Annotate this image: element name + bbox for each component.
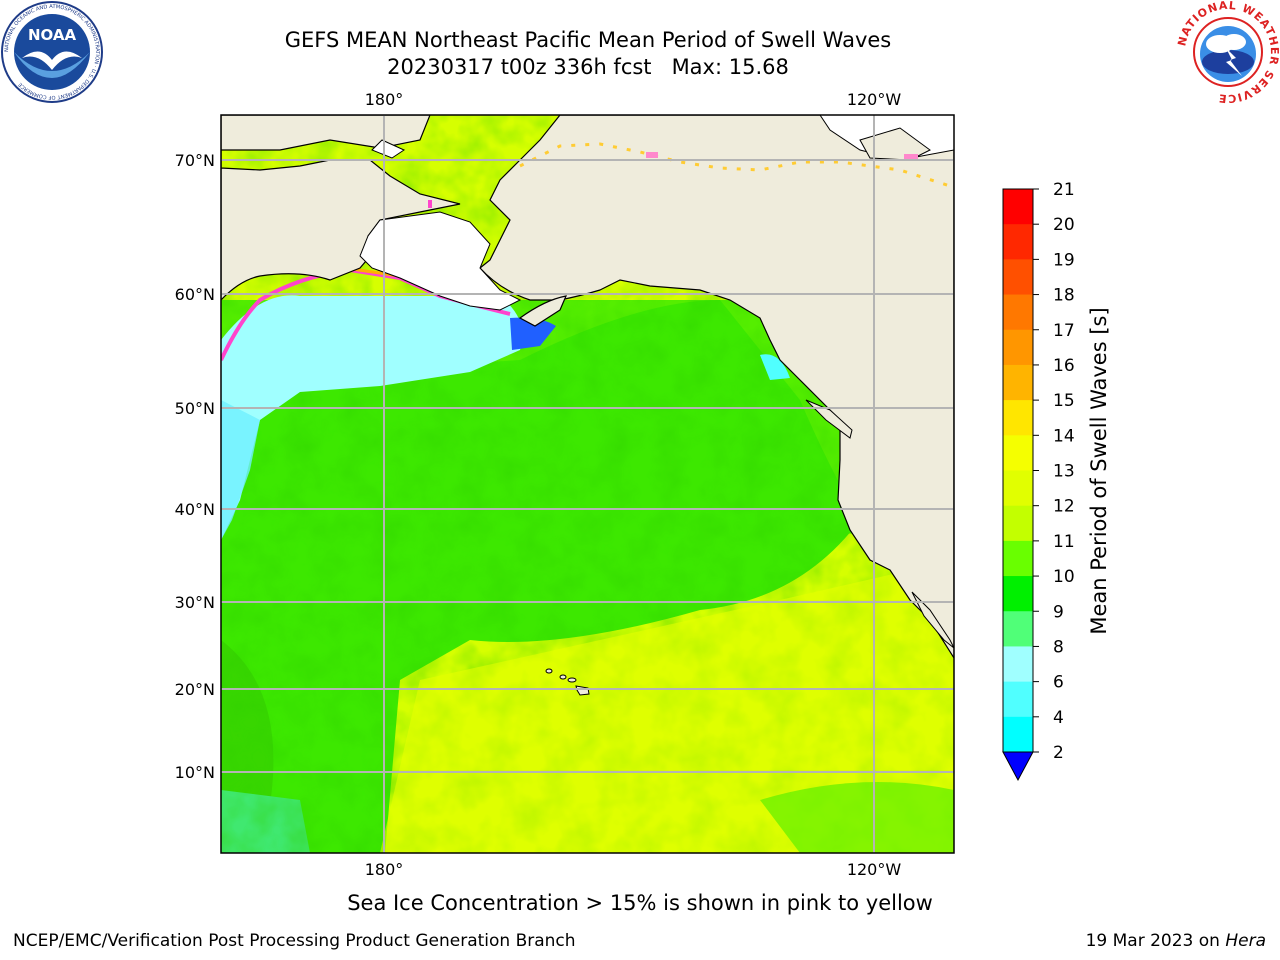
colorbar-tick-label: 9 (1053, 602, 1064, 622)
date-text: 19 Mar 2023 on (1085, 931, 1220, 951)
colorbar-tick-label: 10 (1053, 567, 1075, 587)
top-lon-label: 180° (365, 90, 404, 109)
graticule (221, 115, 954, 853)
nws-logo: NATIONAL WEATHER SERVICE (1176, 0, 1280, 104)
lat-label: 40°N (175, 500, 215, 519)
colorbar-tick-label: 21 (1053, 180, 1075, 200)
colorbar-tick-label: 2 (1053, 743, 1064, 763)
lat-label: 60°N (175, 285, 215, 304)
bottom-lon-label: 120°W (847, 860, 902, 879)
colorbar-band (1003, 646, 1033, 683)
colorbar-tick-label: 19 (1053, 250, 1075, 270)
lat-label: 70°N (175, 151, 215, 170)
map-plot-area (221, 115, 954, 853)
colorbar-band (1003, 329, 1033, 366)
colorbar-title: Mean Period of Swell Waves [s] (1087, 307, 1111, 634)
lat-label: 50°N (175, 399, 215, 418)
date-credit: 19 Mar 2023 on Hera (1086, 931, 1266, 951)
colorbar-tick-label: 4 (1053, 708, 1064, 728)
colorbar-band (1003, 364, 1033, 401)
noaa-logo: NOAA NATIONAL OCEANIC AND ATMOSPHERIC AD… (1, 1, 103, 103)
credit-text: NCEP/EMC/Verification Post Processing Pr… (13, 931, 576, 951)
svg-text:NOAA: NOAA (28, 26, 77, 44)
colorbar-band (1003, 189, 1033, 225)
colorbar-band (1003, 505, 1033, 542)
colorbar-band (1003, 259, 1033, 296)
colorbar-tick-label: 18 (1053, 286, 1075, 306)
colorbar-band (1003, 611, 1033, 647)
colorbar-band (1003, 540, 1033, 577)
top-lon-label: 120°W (847, 90, 902, 109)
swell-field-cyan (221, 295, 523, 540)
sea-ice-caption: Sea Ice Concentration > 15% is shown in … (347, 891, 933, 915)
colorbar-band (1003, 224, 1033, 260)
swell-field-blue (510, 317, 556, 350)
land-masses (221, 115, 954, 660)
lat-label: 10°N (175, 763, 215, 782)
machine-name: Hera (1225, 931, 1266, 951)
colorbar-tick-label: 11 (1053, 532, 1075, 552)
colorbar-band (1003, 400, 1033, 436)
colorbar-tick-label: 15 (1053, 391, 1075, 411)
colorbar-tick-label: 12 (1053, 497, 1075, 517)
colorbar: 21 20 19 18 17 16 15 14 13 12 11 10 9 8 6 4 2 (1002, 180, 1075, 782)
colorbar-tick-label: 6 (1053, 673, 1064, 693)
colorbar-band (1003, 576, 1033, 612)
colorbar-tick-label: 14 (1053, 426, 1075, 446)
colorbar-tick-label: 13 (1053, 462, 1075, 482)
colorbar-extend-arrow (1002, 751, 1034, 782)
colorbar-band (1003, 681, 1033, 718)
colorbar-tick-label: 20 (1053, 215, 1075, 235)
map-title: GEFS MEAN Northeast Pacific Mean Period … (284, 28, 892, 52)
colorbar-band (1003, 470, 1033, 507)
colorbar-band (1003, 294, 1033, 331)
colorbar-tick-label: 17 (1053, 321, 1075, 341)
sea-ice-arctic-coast (428, 142, 951, 208)
colorbar-tick-label: 16 (1053, 356, 1075, 376)
lat-label: 30°N (175, 593, 215, 612)
colorbar-tick-label: 8 (1053, 637, 1064, 657)
colorbar-band (1003, 716, 1033, 753)
colorbar-band (1003, 435, 1033, 471)
map-frame (220, 114, 955, 854)
lat-label: 20°N (175, 680, 215, 699)
bottom-lon-label: 180° (365, 860, 404, 879)
map-subtitle: 20230317 t00z 336h fcst Max: 15.68 (387, 55, 789, 79)
